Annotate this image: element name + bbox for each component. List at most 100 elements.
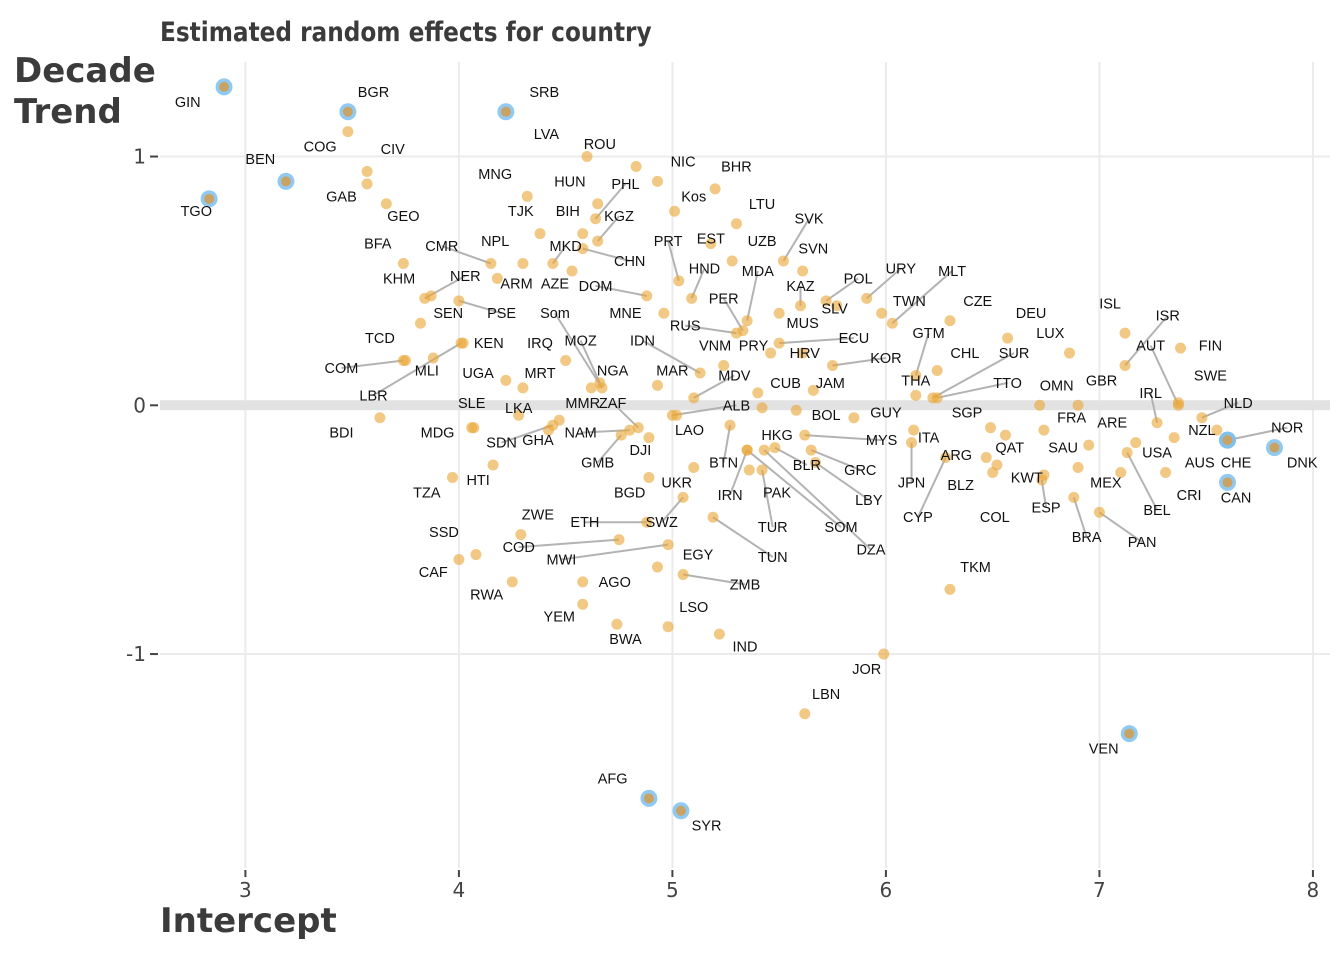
data-point-sau [1072, 461, 1084, 473]
point-label-zwe: ZWE [522, 508, 555, 524]
data-point-nam [624, 424, 636, 436]
data-point-usa [1130, 437, 1142, 449]
point-label-ken: KEN [474, 336, 504, 352]
leader-line-irn [729, 449, 749, 496]
data-point-gab [361, 178, 373, 190]
point-label-prt: PRT [654, 234, 683, 250]
data-point-zaf [632, 422, 644, 434]
point-label-usa: USA [1142, 446, 1172, 462]
data-point-uzb [726, 255, 738, 267]
data-point-lbn [799, 708, 811, 720]
point-label-hrv: HRV [790, 346, 821, 362]
point-label-caf: CAF [419, 565, 448, 581]
point-label-irl: IRL [1139, 386, 1162, 402]
data-point-zmb [677, 568, 689, 580]
point-label-gtm: GTM [913, 326, 945, 342]
leader-line-moz [579, 340, 601, 384]
leader-line-per [722, 297, 744, 332]
data-point-ben [280, 176, 291, 187]
data-point-hrv [797, 347, 809, 359]
leader-line-cod [518, 538, 620, 549]
data-point-lka [513, 409, 525, 421]
leader-line-grc [810, 449, 861, 471]
point-label-kos: Kos [681, 189, 706, 205]
point-label-kgz: KGZ [604, 209, 634, 225]
data-point-bra [1068, 491, 1080, 503]
point-label-bra: BRA [1072, 530, 1102, 546]
data-point-hkg [756, 402, 768, 414]
leader-line-ecu [779, 337, 854, 345]
data-point-bwa [611, 618, 623, 630]
point-label-mli: MLI [415, 363, 439, 379]
point-label-pse: PSE [487, 306, 516, 322]
data-point-irl [1151, 417, 1163, 429]
data-point-mys [799, 429, 811, 441]
data-point-dom [641, 290, 653, 302]
leader-line-btn [722, 425, 732, 463]
data-point-kgz [592, 235, 604, 247]
point-label-tun: TUN [758, 550, 788, 566]
leader-line-zmb [682, 573, 746, 586]
leader-line-tun [712, 516, 774, 558]
data-point-pol [820, 295, 832, 307]
point-label-twn: TWN [893, 294, 926, 310]
point-label-cog: COG [304, 140, 337, 156]
point-label-per: PER [709, 291, 739, 307]
point-label-pak: PAK [763, 485, 791, 501]
data-point-omn [1034, 399, 1046, 411]
data-point-bfa [397, 258, 409, 269]
point-label-rus: RUS [670, 319, 701, 335]
data-point-dji [643, 432, 655, 444]
point-label-eth: ETH [570, 515, 599, 531]
data-point-mar [651, 379, 663, 391]
point-label-moz: MOZ [564, 334, 596, 350]
point-label-aut: AUT [1136, 339, 1165, 355]
data-point-est [705, 238, 717, 250]
data-point-vnm [718, 359, 730, 371]
point-label-nor: NOR [1271, 421, 1303, 437]
point-label-som: Som [540, 306, 570, 322]
point-label-bgd: BGD [614, 485, 645, 501]
point-label-bhr: BHR [721, 159, 752, 175]
leader-line-sur [932, 352, 1015, 399]
data-point-swz [677, 491, 689, 503]
data-point-gin [219, 81, 230, 92]
data-point-dza [758, 444, 770, 456]
point-label-mng: MNG [478, 167, 512, 183]
point-label-lbn: LBN [812, 687, 840, 703]
point-label-bwa: BWA [609, 632, 642, 648]
data-point-grc [805, 444, 817, 456]
data-point-col [991, 459, 1003, 471]
point-label-mne: MNE [609, 306, 642, 322]
point-label-rou: ROU [584, 137, 616, 153]
point-label-swz: SWZ [646, 515, 678, 531]
point-label-jor: JOR [852, 662, 881, 678]
point-label-tgo: TGO [181, 204, 212, 220]
data-point-mlt [886, 317, 898, 329]
point-label-tjk: TJK [508, 204, 534, 220]
point-label-ven: VEN [1089, 742, 1119, 758]
data-point-nic [651, 175, 663, 187]
point-label-npl: NPL [481, 234, 509, 250]
point-label-jam: JAM [816, 376, 845, 392]
leader-line-lbr [372, 342, 462, 397]
point-label-mdg: MDG [421, 426, 455, 442]
point-label-hnd: HND [689, 261, 720, 277]
point-label-nld: NLD [1224, 396, 1253, 412]
data-point-bgd [643, 471, 655, 483]
point-label-geo: GEO [387, 209, 419, 225]
data-point-svk [777, 255, 789, 267]
data-point-nga [585, 382, 597, 394]
point-label-hti: HTI [466, 473, 489, 489]
point-label-est: EST [697, 232, 725, 248]
leader-line-pol [825, 277, 859, 302]
data-point-swe [1172, 397, 1184, 409]
point-label-kwt: KWT [1011, 470, 1043, 486]
point-label-kor: KOR [870, 351, 901, 367]
point-label-omn: OMN [1040, 378, 1074, 394]
leader-line-alb [672, 404, 737, 417]
y-axis-label-line2: Trend [14, 92, 122, 132]
data-point-uga [500, 374, 512, 386]
leader-line-mwi [561, 543, 669, 561]
point-label-mda: MDA [742, 264, 775, 280]
